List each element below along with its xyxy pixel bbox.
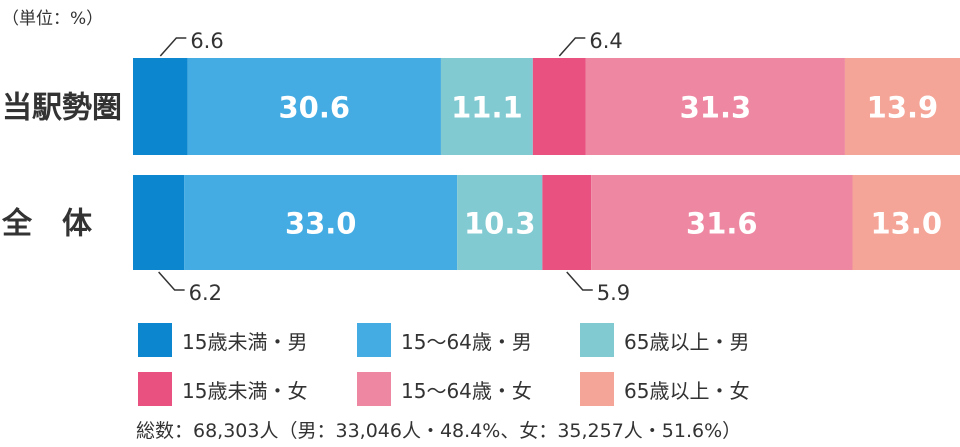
- legend-item-male-65plus: 65歳以上・男: [580, 323, 749, 357]
- data-label: 13.0: [870, 207, 942, 241]
- bar-segment: [532, 58, 586, 155]
- bar-segment: [852, 175, 960, 270]
- legend-label: 65歳以上・男: [624, 329, 750, 354]
- bar-segment: [591, 175, 853, 270]
- bar-segment: [133, 58, 188, 155]
- data-label: 6.6: [190, 29, 223, 53]
- bar-segment: [184, 175, 458, 270]
- callout-line: [158, 271, 185, 291]
- bar-segment: [133, 175, 185, 270]
- category-label: 当駅勢圏: [2, 91, 122, 126]
- legend-swatch-female-65plus: [580, 372, 614, 406]
- legend-swatch-female-under15: [138, 372, 172, 406]
- legend-item-female-65plus: 65歳以上・女: [580, 372, 749, 406]
- legend-item-female-15to64: 15〜64歳・女: [357, 372, 532, 406]
- bar-segment: [542, 175, 592, 270]
- data-label: 6.2: [189, 281, 222, 305]
- legend-swatch-female-15to64: [357, 372, 391, 406]
- data-label: 31.6: [686, 207, 758, 241]
- legend-item-male-15to64: 15〜64歳・男: [357, 323, 532, 357]
- unit-note: （単位：%）: [2, 9, 104, 29]
- legend-swatch-male-under15: [138, 323, 172, 357]
- legend-label: 15歳未満・男: [182, 329, 308, 354]
- bar-segment: [585, 58, 845, 155]
- bar-segment: [187, 58, 441, 155]
- data-label: 5.9: [597, 281, 630, 305]
- legend-item-female-under15: 15歳未満・女: [138, 372, 307, 406]
- data-label: 13.9: [867, 91, 939, 125]
- legend-label: 65歳以上・女: [624, 378, 750, 403]
- legend-label: 15〜64歳・男: [401, 329, 532, 354]
- category-label: 全 体: [1, 207, 93, 242]
- bar-segment: [440, 58, 533, 155]
- legend-label: 15〜64歳・女: [401, 378, 532, 403]
- data-label: 30.6: [279, 91, 351, 125]
- bar-segment: [457, 175, 543, 270]
- total-note: 総数：68,303人（男：33,046人・48.4%、女：35,257人・51.…: [136, 420, 742, 442]
- data-label: 11.1: [451, 91, 523, 125]
- data-label: 10.3: [464, 207, 536, 241]
- legend-item-male-under15: 15歳未満・男: [138, 323, 307, 357]
- data-label: 31.3: [680, 91, 752, 125]
- callout-line: [159, 37, 187, 57]
- callout-line: [558, 37, 586, 57]
- legend-swatch-male-65plus: [580, 323, 614, 357]
- bar-segment: [844, 58, 960, 155]
- legend-swatch-male-15to64: [357, 323, 391, 357]
- data-label: 33.0: [285, 207, 357, 241]
- legend-label: 15歳未満・女: [182, 378, 308, 403]
- data-label: 6.4: [589, 29, 622, 53]
- callout-line: [566, 271, 593, 291]
